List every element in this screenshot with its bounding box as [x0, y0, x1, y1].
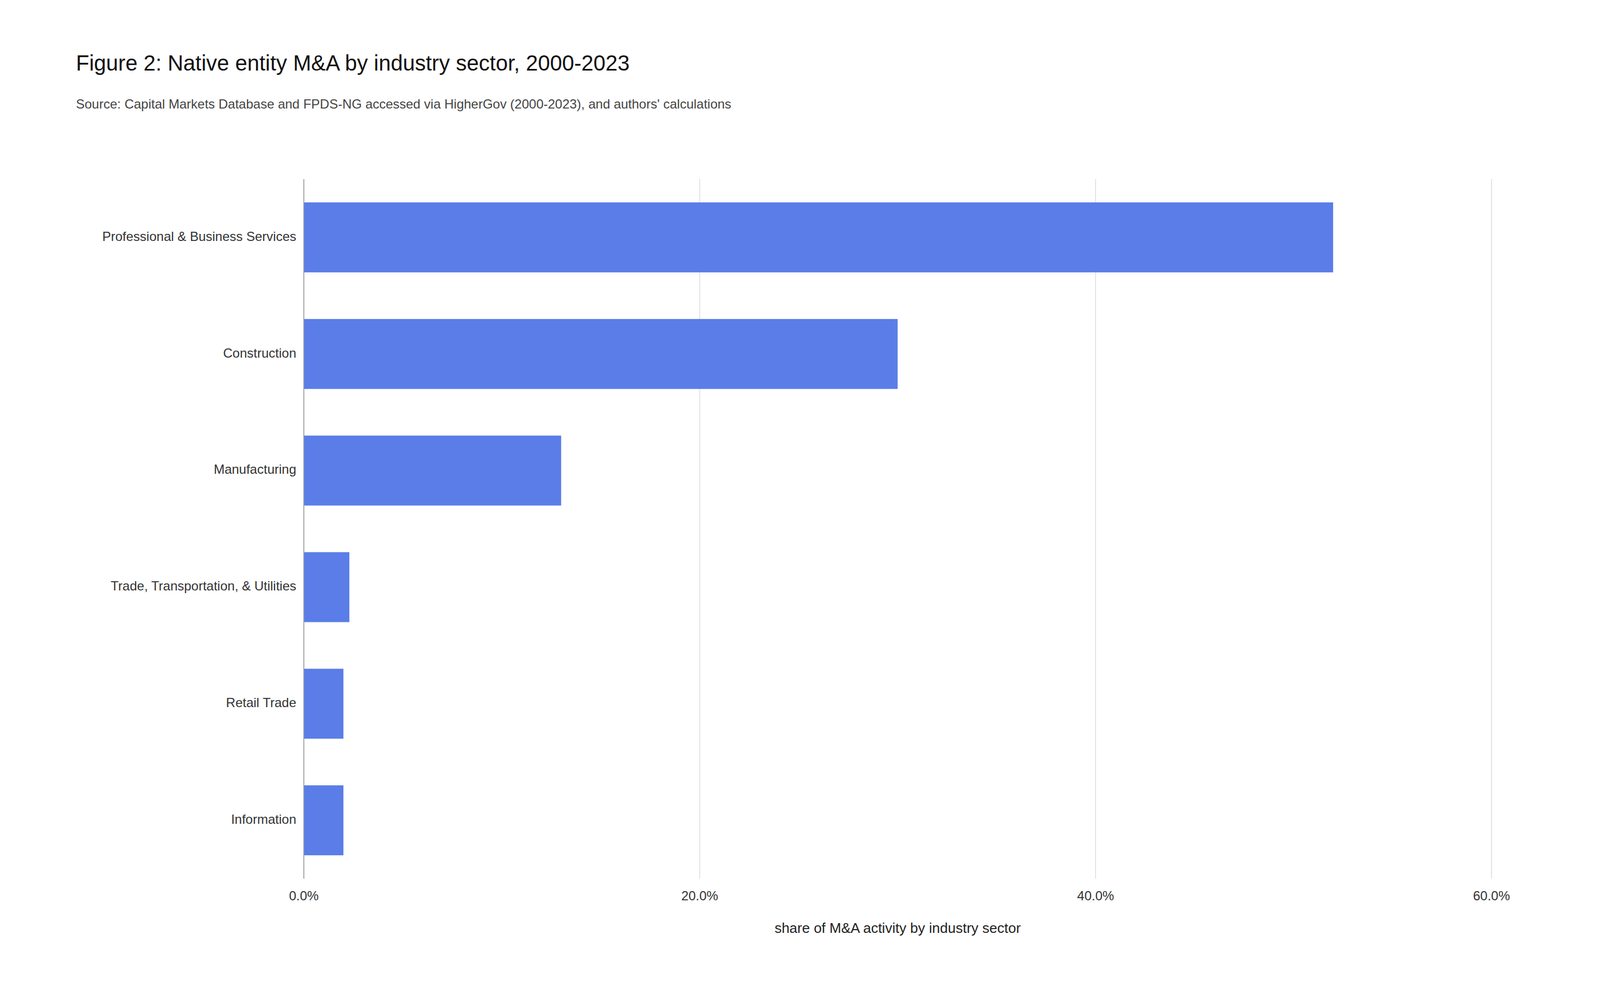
bar — [303, 785, 344, 856]
grid-line — [303, 179, 305, 879]
bars — [303, 202, 1334, 856]
x-tick-label: 60.0% — [1473, 888, 1510, 903]
x-tick-label: 40.0% — [1076, 888, 1114, 903]
x-tick-labels: 0.0% 20.0% 40.0% 60.0% — [289, 888, 1510, 903]
title: Figure 2: Native entity M&A by industry … — [75, 51, 630, 75]
subtitle: Source: Capital Markets Database and FPD… — [75, 96, 732, 112]
grid-line — [699, 179, 701, 879]
category-label: Manufacturing — [213, 461, 297, 477]
x-tick-label: 0.0% — [289, 888, 320, 903]
x-axis-label: share of M&A activity by industry sector — [774, 919, 1022, 936]
bar — [303, 435, 562, 506]
bar — [303, 202, 1334, 273]
category-label: Retail Trade — [226, 695, 297, 710]
chart-container: Figure 2: Native entity M&A by industry … — [0, 0, 1600, 998]
grid-line — [1490, 179, 1493, 879]
grid-line — [1095, 179, 1097, 879]
category-label: Professional & Business Services — [102, 228, 297, 244]
category-label: Information — [231, 811, 297, 827]
y-tick-labels: Information Retail Trade Trade, Transporta… — [102, 228, 297, 827]
bar — [303, 319, 898, 390]
x-grid — [303, 179, 1492, 879]
category-label: Construction — [222, 345, 297, 361]
category-label: Trade, Transportation, & Utilities — [110, 578, 297, 594]
y-axis-line — [303, 179, 305, 879]
bar — [303, 551, 350, 622]
bar — [303, 668, 344, 739]
x-tick-label: 20.0% — [681, 888, 719, 903]
chart-svg: Figure 2: Native entity M&A by industry … — [0, 0, 1600, 998]
